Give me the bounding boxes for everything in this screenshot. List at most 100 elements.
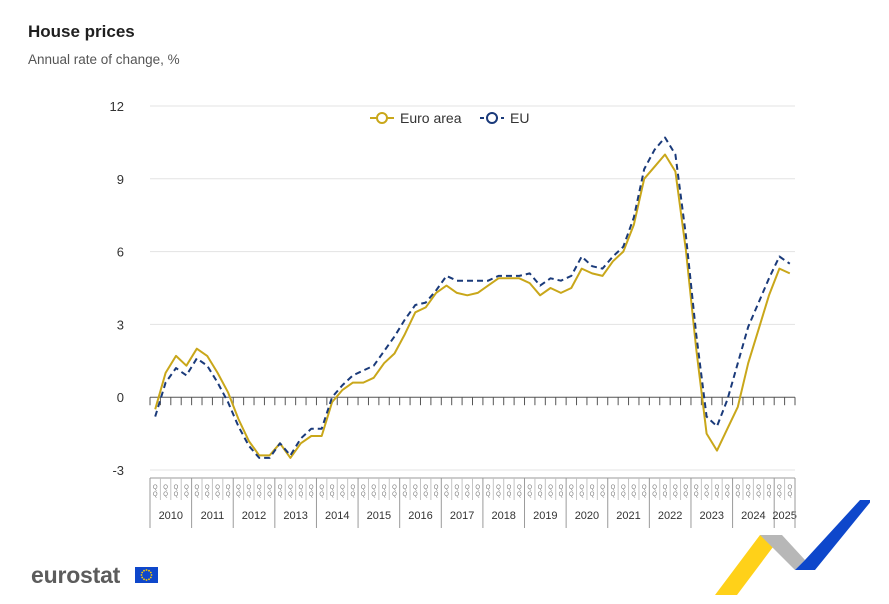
quarter-tick-label: Q bbox=[600, 485, 605, 491]
quarter-tick-label: Q bbox=[309, 485, 314, 491]
quarter-tick-label: Q bbox=[382, 485, 387, 491]
quarter-tick-label: Q bbox=[434, 492, 439, 498]
y-tick-label: 0 bbox=[117, 390, 124, 405]
quarter-tick-label: Q bbox=[538, 492, 543, 498]
legend[interactable]: Euro area EU bbox=[370, 110, 529, 126]
year-tick-label: 2011 bbox=[201, 510, 225, 522]
quarter-tick-label: Q bbox=[278, 485, 283, 491]
quarter-tick-label: Q bbox=[621, 485, 626, 491]
quarter-tick-label: Q bbox=[559, 492, 564, 498]
quarter-tick-label: Q bbox=[215, 492, 220, 498]
quarter-tick-label: Q bbox=[517, 485, 522, 491]
quarter-tick-label: Q bbox=[756, 492, 761, 498]
legend-item-euro-area[interactable]: Euro area bbox=[370, 110, 462, 126]
quarter-tick-label: Q bbox=[288, 492, 293, 498]
year-tick-label: 2016 bbox=[408, 510, 432, 522]
chart-subtitle: Annual rate of change, % bbox=[28, 52, 180, 67]
quarter-tick-label: Q bbox=[163, 492, 168, 498]
year-tick-label: 2024 bbox=[741, 510, 765, 522]
quarter-tick-label: Q bbox=[590, 492, 595, 498]
quarter-tick-label: Q bbox=[361, 485, 366, 491]
quarter-tick-label: Q bbox=[236, 485, 241, 491]
quarter-tick-label: Q bbox=[205, 485, 210, 491]
quarter-tick-label: Q bbox=[382, 492, 387, 498]
quarter-tick-label: Q bbox=[330, 485, 335, 491]
y-tick-label: 12 bbox=[110, 99, 124, 114]
quarter-tick-label: Q bbox=[652, 492, 657, 498]
quarter-tick-label: Q bbox=[319, 492, 324, 498]
quarter-tick-label: Q bbox=[746, 492, 751, 498]
quarter-tick-label: Q bbox=[194, 485, 199, 491]
quarter-tick-label: Q bbox=[767, 492, 772, 498]
quarter-tick-label: Q bbox=[527, 492, 532, 498]
quarter-tick-label: Q bbox=[455, 485, 460, 491]
quarter-tick-label: Q bbox=[715, 485, 720, 491]
quarter-tick-label: Q bbox=[631, 492, 636, 498]
y-tick-label: 9 bbox=[117, 172, 124, 187]
quarter-tick-label: Q bbox=[278, 492, 283, 498]
quarter-tick-label: Q bbox=[621, 492, 626, 498]
quarter-tick-label: Q bbox=[579, 485, 584, 491]
year-tick-label: 2018 bbox=[491, 510, 515, 522]
y-axis-tick-labels: 12 9 6 3 0 -3 bbox=[110, 99, 124, 478]
quarter-tick-label: Q bbox=[444, 485, 449, 491]
quarter-tick-label: Q bbox=[194, 492, 199, 498]
quarter-tick-label: Q bbox=[486, 492, 491, 498]
legend-marker-icon bbox=[486, 112, 498, 124]
quarter-tick-label: Q bbox=[704, 492, 709, 498]
eu-flag-icon bbox=[135, 567, 158, 583]
quarter-tick-label: Q bbox=[392, 492, 397, 498]
quarter-tick-label: Q bbox=[725, 485, 730, 491]
quarter-tick-label: Q bbox=[257, 492, 262, 498]
quarter-tick-label: Q bbox=[226, 485, 231, 491]
quarter-tick-label: Q bbox=[267, 492, 272, 498]
year-tick-label: 2022 bbox=[658, 510, 682, 522]
y-tick-label: -3 bbox=[112, 463, 124, 478]
quarter-tick-label: Q bbox=[299, 485, 304, 491]
quarter-tick-label: Q bbox=[163, 485, 168, 491]
year-tick-label: 2023 bbox=[700, 510, 724, 522]
quarter-tick-label: Q bbox=[704, 485, 709, 491]
legend-label: Euro area bbox=[400, 110, 462, 126]
quarter-tick-label: Q bbox=[475, 485, 480, 491]
quarter-tick-label: Q bbox=[777, 492, 782, 498]
quarter-tick-label: Q bbox=[444, 492, 449, 498]
legend-item-eu[interactable]: EU bbox=[480, 110, 529, 126]
quarter-tick-label: Q bbox=[423, 485, 428, 491]
year-tick-label: 2025 bbox=[772, 510, 796, 522]
quarter-tick-label: Q bbox=[579, 492, 584, 498]
quarter-tick-label: Q bbox=[319, 485, 324, 491]
year-tick-label: 2015 bbox=[367, 510, 391, 522]
quarter-tick-label: Q bbox=[673, 485, 678, 491]
quarter-tick-label: Q bbox=[475, 492, 480, 498]
year-tick-label: 2014 bbox=[325, 510, 349, 522]
quarter-tick-label: Q bbox=[465, 485, 470, 491]
quarter-tick-label: Q bbox=[496, 485, 501, 491]
year-tick-label: 2019 bbox=[533, 510, 557, 522]
quarter-tick-label: Q bbox=[361, 492, 366, 498]
quarter-tick-label: Q bbox=[184, 485, 189, 491]
quarter-tick-label: Q bbox=[174, 492, 179, 498]
chart-title: House prices bbox=[28, 22, 135, 41]
year-tick-label: 2010 bbox=[159, 510, 183, 522]
quarter-tick-label: Q bbox=[413, 492, 418, 498]
quarter-tick-label: Q bbox=[455, 492, 460, 498]
quarter-tick-label: Q bbox=[184, 492, 189, 498]
legend-marker-icon bbox=[376, 112, 388, 124]
quarter-tick-label: Q bbox=[652, 485, 657, 491]
quarter-tick-label: Q bbox=[715, 492, 720, 498]
quarter-tick-label: Q bbox=[663, 485, 668, 491]
quarter-tick-label: Q bbox=[611, 492, 616, 498]
quarter-tick-label: Q bbox=[694, 492, 699, 498]
quarter-tick-label: Q bbox=[756, 485, 761, 491]
quarter-tick-label: Q bbox=[257, 485, 262, 491]
quarter-tick-label: Q bbox=[725, 492, 730, 498]
x-axis: QQQQQQQQ2010QQQQQQQQ2011QQQQQQQQ2012QQQQ… bbox=[149, 396, 797, 528]
quarter-tick-label: Q bbox=[246, 492, 251, 498]
quarter-tick-label: Q bbox=[600, 492, 605, 498]
series-line-eu bbox=[154, 136, 791, 459]
series-lines bbox=[154, 136, 791, 459]
quarter-tick-label: Q bbox=[527, 485, 532, 491]
quarter-tick-label: Q bbox=[392, 485, 397, 491]
